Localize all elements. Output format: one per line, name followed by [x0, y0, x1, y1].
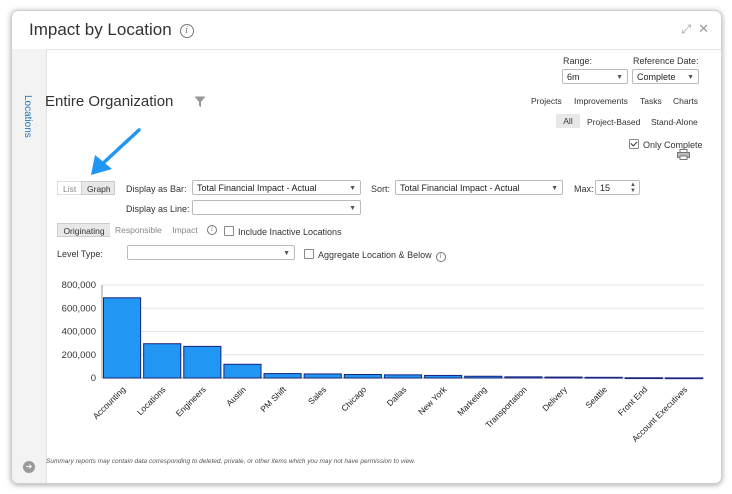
- filter-stand-alone[interactable]: Stand-Alone: [651, 117, 698, 127]
- x-tick-label: PM Shift: [258, 384, 288, 414]
- y-tick-label: 600,000: [62, 303, 96, 314]
- chevron-down-icon: ▼: [551, 185, 558, 192]
- filter-icon[interactable]: [194, 96, 206, 108]
- bar: [424, 374, 463, 379]
- bar: [504, 376, 543, 379]
- sort-select[interactable]: Total Financial Impact - Actual ▼: [395, 180, 563, 195]
- view-graph-button[interactable]: Graph: [81, 181, 115, 195]
- info-icon[interactable]: i: [435, 252, 446, 262]
- max-label: Max:: [574, 184, 594, 194]
- x-tick-label: New York: [416, 384, 449, 417]
- display-bar-value: Total Financial Impact - Actual: [197, 183, 317, 193]
- checkbox-checked-icon[interactable]: [629, 139, 639, 149]
- annotation-arrow-icon: [91, 128, 141, 175]
- checkbox-empty-icon[interactable]: [224, 226, 234, 236]
- sort-label: Sort:: [371, 184, 391, 194]
- window-title-text: Impact by Location: [29, 20, 172, 39]
- stepper-arrows-icon[interactable]: ▲ ▼: [630, 182, 636, 194]
- chevron-down-icon: ▼: [283, 250, 290, 257]
- max-stepper[interactable]: 15 ▲ ▼: [595, 180, 640, 195]
- tab-originating[interactable]: Originating: [57, 223, 111, 237]
- display-line-label: Display as Line:: [126, 204, 190, 214]
- range-select[interactable]: 6m ▼: [562, 69, 628, 84]
- bar: [584, 376, 623, 379]
- info-icon[interactable]: i: [179, 24, 194, 38]
- nav-projects[interactable]: Projects: [531, 96, 562, 106]
- organization-title: Entire Organization: [45, 93, 174, 110]
- sort-value: Total Financial Impact - Actual: [400, 183, 520, 193]
- bar: [103, 297, 142, 379]
- x-tick-label: Chicago: [339, 384, 368, 413]
- checkbox-empty-icon[interactable]: [304, 249, 314, 259]
- print-icon[interactable]: [677, 149, 690, 160]
- nav-tasks[interactable]: Tasks: [640, 96, 662, 106]
- x-tick-label: Seattle: [583, 384, 609, 410]
- include-inactive-label: Include Inactive Locations: [238, 227, 342, 237]
- display-line-select[interactable]: ▼: [192, 200, 361, 215]
- expand-icon[interactable]: ⤢: [681, 22, 691, 36]
- bar: [143, 343, 182, 379]
- window-title: Impact by Location i: [29, 20, 194, 40]
- bar-chart: 0 200,000 400,000 600,000 800,000 Accounting L…: [62, 280, 704, 444]
- close-icon[interactable]: ✕: [698, 21, 709, 36]
- bar: [383, 374, 423, 379]
- reference-date-label: Reference Date:: [633, 56, 699, 66]
- bar: [624, 377, 663, 380]
- chevron-down-icon: ▼: [687, 74, 694, 81]
- display-bar-select[interactable]: Total Financial Impact - Actual ▼: [192, 180, 361, 195]
- aggregate-label: Aggregate Location & Below: [318, 250, 432, 260]
- x-tick-label: Locations: [135, 384, 168, 417]
- x-tick-label: Sales: [306, 384, 328, 406]
- level-type-label: Level Type:: [57, 249, 103, 259]
- only-complete-label: Only Complete: [643, 140, 703, 150]
- include-inactive-checkbox[interactable]: Include Inactive Locations: [224, 226, 342, 237]
- chevron-down-icon: ▼: [616, 74, 623, 81]
- y-tick-label: 800,000: [62, 280, 96, 291]
- y-tick-label: 400,000: [62, 327, 96, 338]
- x-tick-label: Front End: [616, 384, 650, 418]
- tab-impact[interactable]: Impact: [166, 223, 204, 237]
- aggregate-checkbox[interactable]: Aggregate Location & Below i: [304, 249, 446, 262]
- y-tick-label: 0: [91, 373, 96, 384]
- bar: [343, 374, 382, 379]
- bar: [303, 373, 342, 379]
- max-value: 15: [600, 183, 611, 193]
- filter-all[interactable]: All: [556, 114, 580, 128]
- bar: [183, 345, 222, 379]
- bar: [544, 376, 583, 379]
- y-tick-label: 200,000: [62, 350, 96, 361]
- window-header: Impact by Location i ⤢ ✕: [12, 11, 721, 50]
- reference-date-value: Complete: [637, 72, 676, 82]
- view-list-button[interactable]: List: [57, 181, 82, 195]
- tab-responsible[interactable]: Responsible: [110, 223, 166, 237]
- info-icon[interactable]: i: [207, 225, 217, 235]
- x-tick-label: Marketing: [455, 384, 489, 418]
- bar: [223, 363, 262, 379]
- range-value: 6m: [567, 72, 580, 82]
- filter-project-based[interactable]: Project-Based: [587, 117, 641, 127]
- only-complete-checkbox[interactable]: Only Complete: [629, 139, 703, 150]
- chevron-down-icon: ▼: [349, 205, 356, 212]
- x-tick-label: Engineers: [174, 384, 208, 418]
- side-tab-label[interactable]: Locations: [22, 95, 33, 138]
- x-tick-label: Dallas: [385, 384, 409, 408]
- bar: [464, 375, 503, 379]
- x-tick-label: Accounting: [91, 384, 128, 421]
- chevron-down-icon: ▼: [349, 185, 356, 192]
- display-bar-label: Display as Bar:: [126, 184, 187, 194]
- reference-date-select[interactable]: Complete ▼: [632, 69, 699, 84]
- x-tick-label: Transportation: [483, 384, 529, 430]
- nav-charts[interactable]: Charts: [673, 96, 699, 106]
- arrow-right-icon[interactable]: ➜: [23, 461, 35, 473]
- x-tick-label: Delivery: [540, 384, 569, 413]
- bar: [664, 377, 703, 380]
- range-label: Range:: [563, 56, 593, 66]
- level-type-select[interactable]: ▼: [127, 245, 295, 260]
- x-tick-label: Austin: [224, 384, 248, 408]
- bar: [263, 373, 302, 379]
- footer-note: Summary reports may contain data corresp…: [46, 458, 416, 465]
- side-tab[interactable]: Locations ➜: [12, 49, 47, 483]
- nav-improvements[interactable]: Improvements: [574, 96, 628, 106]
